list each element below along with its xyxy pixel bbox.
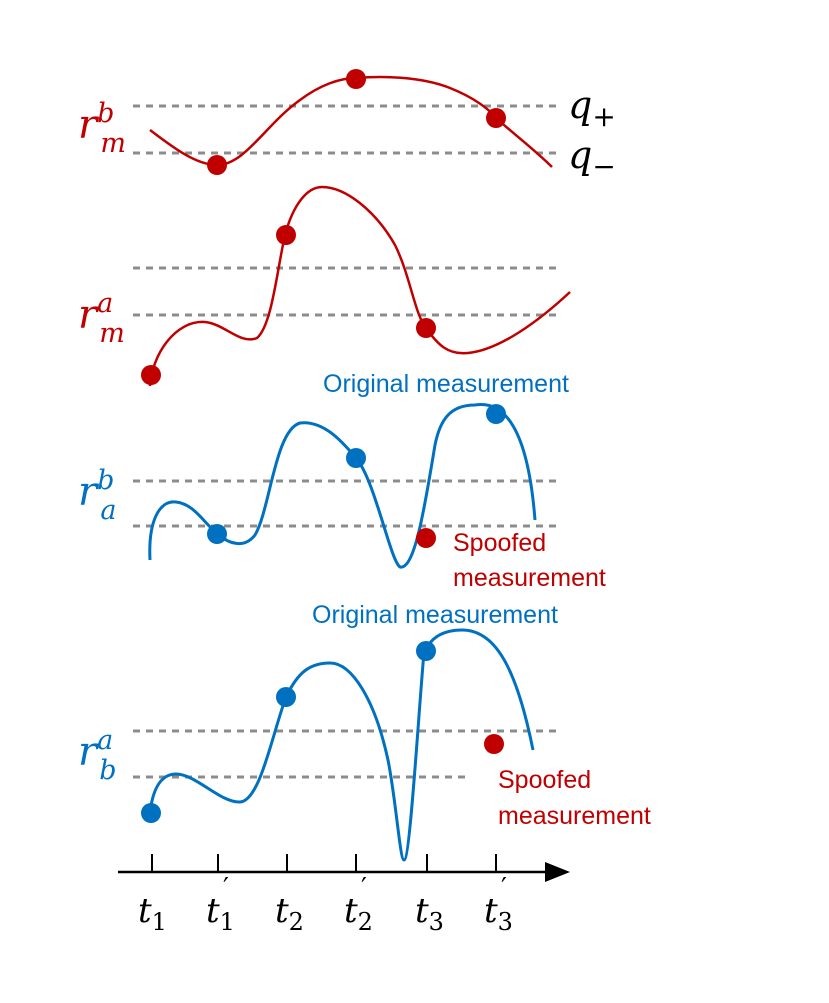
axis-arrow-icon <box>545 862 570 882</box>
sample-point <box>207 155 227 175</box>
panel-label-rma: ra m <box>78 288 125 349</box>
panel-rmb: rb m q+ q− <box>78 69 616 183</box>
tick-label-t2: t2 <box>275 891 304 936</box>
panel-rba: ra b Original measurement Spoofed measure… <box>78 601 651 862</box>
sample-point <box>207 524 227 544</box>
time-axis: t1 t1′ t2 t2′ t3 t3′ <box>118 854 570 936</box>
sample-point <box>416 318 436 338</box>
panel-rab: rb a Original measurement Spoofed measure… <box>78 370 606 592</box>
threshold-label-q-minus: q− <box>568 133 616 183</box>
sample-point <box>141 365 161 385</box>
spoofed-point <box>484 734 504 754</box>
tick-label-t3: t3 <box>415 891 444 936</box>
sample-point <box>486 404 506 424</box>
annotation-spoofed-line2: measurement <box>453 564 606 592</box>
sample-point <box>276 687 296 707</box>
spoofed-point <box>416 528 436 548</box>
panel-label-rab: rb a <box>78 465 117 526</box>
sample-point <box>141 803 161 823</box>
sample-point <box>346 448 366 468</box>
sample-point <box>276 225 296 245</box>
sample-point <box>416 641 436 661</box>
sample-point <box>346 69 366 89</box>
signal-curve-rba <box>148 628 535 862</box>
sample-point <box>486 108 506 128</box>
annotation-original-measurement: Original measurement <box>323 370 569 398</box>
panel-rma: ra m <box>78 185 571 387</box>
tick-label-t1-prime: t1′ <box>206 873 235 936</box>
tick-label-t3-prime: t3′ <box>484 873 513 936</box>
threshold-label-q-plus: q+ <box>568 83 616 133</box>
tick-label-t2-prime: t2′ <box>344 873 373 936</box>
panel-label-rba: ra b <box>78 725 117 786</box>
annotation-original-measurement: Original measurement <box>312 601 558 629</box>
tick-label-t1: t1 <box>138 891 167 936</box>
signal-curve-rma <box>148 185 571 387</box>
annotation-spoofed-line1: Spoofed <box>453 529 546 557</box>
panel-label-rmb: rb m <box>78 98 126 159</box>
annotation-spoofed-line2: measurement <box>498 802 651 830</box>
annotation-spoofed-line1: Spoofed <box>498 766 591 794</box>
